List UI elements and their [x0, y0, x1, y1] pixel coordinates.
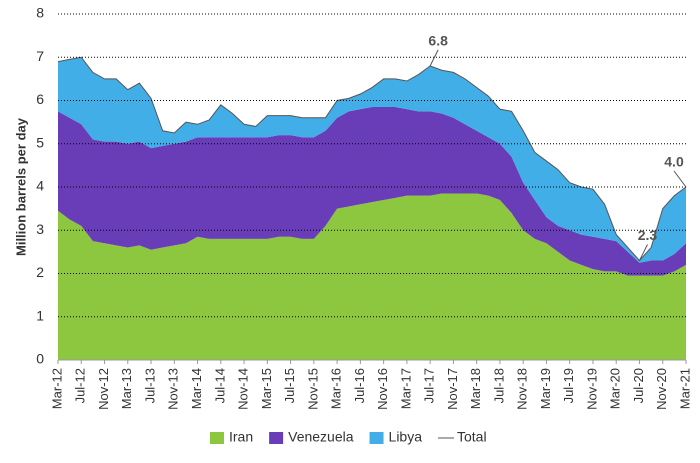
x-tick-label: Mar-13: [119, 368, 134, 409]
x-tick-label: Mar-15: [259, 368, 274, 409]
legend-swatch: [269, 432, 284, 444]
total-line: [57, 56, 687, 262]
x-tick-label: Nov-17: [445, 368, 460, 410]
x-tick-label: Mar-19: [538, 368, 553, 409]
x-tick-label: Mar-12: [49, 368, 64, 409]
y-tick-label: 3: [36, 221, 44, 237]
x-tick-label: Mar-20: [608, 368, 623, 409]
x-tick-label: Mar-21: [677, 368, 692, 409]
annotation-leader: [639, 244, 648, 261]
legend-label: Venezuela: [288, 429, 354, 445]
y-tick-label: 1: [36, 307, 44, 323]
x-tick-label: Jul-18: [491, 368, 506, 403]
x-tick-label: Nov-18: [515, 368, 530, 410]
x-tick-label: Nov-16: [375, 368, 390, 410]
x-tick-label: Mar-14: [189, 368, 204, 409]
x-tick-label: Jul-20: [631, 368, 646, 403]
x-tick-label: Nov-13: [166, 368, 181, 410]
x-tick-label: Mar-18: [468, 368, 483, 409]
annotation: 4.0: [664, 154, 684, 170]
y-tick-label: 2: [36, 264, 44, 280]
y-tick-label: 0: [36, 351, 44, 367]
area: [58, 193, 686, 360]
x-tick-label: Mar-16: [329, 368, 344, 409]
x-tick-label: Nov-19: [584, 368, 599, 410]
x-tick-label: Jul-14: [212, 368, 227, 403]
x-tick-label: Nov-20: [654, 368, 669, 410]
x-tick-label: Nov-14: [236, 368, 251, 410]
y-tick-label: 6: [36, 91, 44, 107]
x-tick-label: Jul-12: [73, 368, 88, 403]
y-axis-title: Million barrels per day: [13, 117, 28, 256]
annotation-leader: [673, 170, 687, 188]
x-tick-label: Nov-15: [305, 368, 320, 410]
legend-label: Total: [457, 429, 487, 445]
area: [58, 57, 686, 263]
annotation: 6.8: [428, 33, 448, 49]
x-tick-label: Mar-17: [398, 368, 413, 409]
x-tick-label: Jul-15: [282, 368, 297, 403]
x-tick-label: Jul-19: [561, 368, 576, 403]
legend-label: Libya: [389, 429, 423, 445]
x-tick-label: Jul-17: [422, 368, 437, 403]
legend-swatch: [210, 432, 224, 444]
y-tick-label: 5: [36, 134, 44, 150]
y-tick-label: 8: [36, 5, 44, 21]
x-tick-label: Nov-12: [96, 368, 111, 410]
annotation-leader: [429, 49, 439, 67]
x-tick-label: Jul-16: [352, 368, 367, 403]
x-tick-label: Jul-13: [142, 368, 157, 403]
legend-label: Iran: [229, 429, 253, 445]
annotation: 2.3: [638, 227, 658, 243]
legend-swatch: [369, 432, 384, 444]
y-tick-label: 7: [36, 48, 44, 64]
area: [58, 106, 686, 276]
y-tick-label: 4: [36, 178, 44, 194]
